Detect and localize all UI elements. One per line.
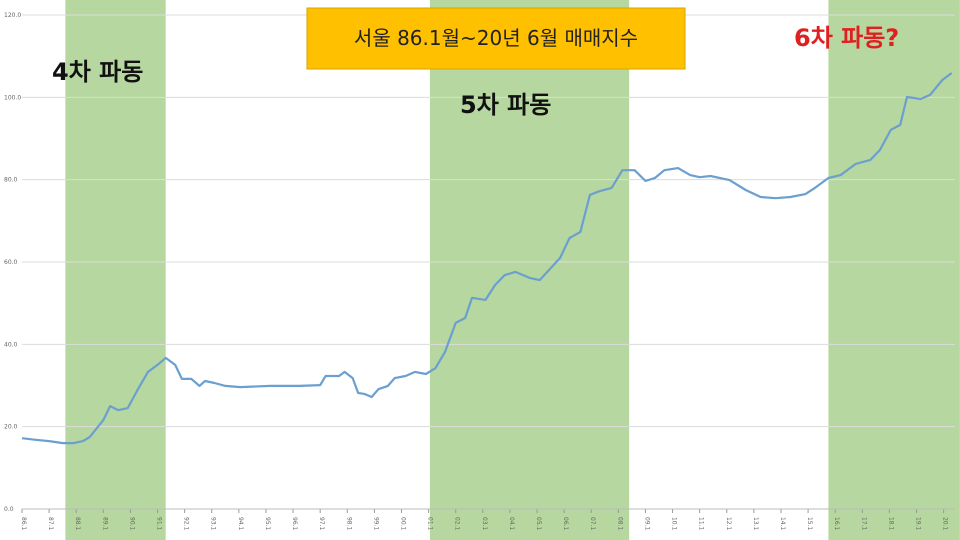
y-tick-label: 20.0 [4,424,18,431]
y-tick-label: 120.0 [4,12,21,19]
x-tick-label: 08.1 [616,517,623,531]
x-tick-label: 87.1 [47,517,54,531]
x-tick-label: 02.1 [454,517,461,531]
x-tick-label: 90.1 [128,517,135,531]
x-tick-label: 13.1 [752,517,759,531]
x-tick-label: 88.1 [74,517,81,531]
x-tick-label: 03.1 [481,517,488,531]
x-tick-label: 20.1 [942,517,949,531]
x-tick-label: 06.1 [562,517,569,531]
wave-band [65,0,166,540]
x-tick-label: 07.1 [589,517,596,531]
x-tick-label: 04.1 [508,517,515,531]
x-tick-label: 15.1 [806,517,813,531]
x-tick-label: 92.1 [183,517,190,531]
x-tick-label: 91.1 [156,517,163,531]
x-tick-label: 99.1 [372,517,379,531]
y-tick-label: 40.0 [4,341,18,348]
x-tick-label: 97.1 [318,517,325,531]
x-tick-label: 00.1 [399,517,406,531]
x-tick-label: 16.1 [833,517,840,531]
x-tick-label: 86.1 [20,517,27,531]
x-tick-label: 98.1 [345,517,352,531]
x-tick-label: 09.1 [643,517,650,531]
wave-band [429,0,630,540]
x-tick-label: 19.1 [915,517,922,531]
x-tick-label: 18.1 [887,517,894,531]
y-tick-label: 80.0 [4,177,18,184]
x-tick-label: 95.1 [264,517,271,531]
title-box [306,7,686,70]
x-tick-label: 89.1 [101,517,108,531]
wave-annotation: 6차 파동? [794,24,899,52]
x-tick-label: 96.1 [291,517,298,531]
y-tick-label: 0.0 [4,506,14,513]
x-tick-label: 01.1 [427,517,434,531]
x-tick-label: 05.1 [535,517,542,531]
chart-title: 서울 86.1월~20년 6월 매매지수 [354,26,638,50]
y-tick-label: 60.0 [4,259,18,266]
y-tick-label: 100.0 [4,94,21,101]
wave-annotation: 4차 파동 [52,58,143,86]
wave-band [828,0,960,540]
x-tick-label: 10.1 [671,517,678,531]
x-tick-label: 93.1 [210,517,217,531]
x-tick-label: 12.1 [725,517,732,531]
x-tick-label: 94.1 [237,517,244,531]
wave-annotation: 5차 파동 [460,91,551,119]
x-tick-label: 11.1 [698,517,705,531]
index-line [21,72,953,445]
x-tick-label: 17.1 [860,517,867,531]
x-tick-label: 14.1 [779,517,786,531]
